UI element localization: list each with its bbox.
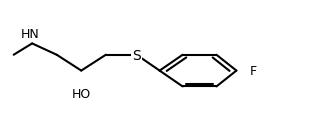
Text: HN: HN: [21, 28, 40, 41]
Text: HO: HO: [72, 87, 91, 100]
Text: F: F: [250, 65, 257, 77]
Text: S: S: [132, 48, 141, 62]
